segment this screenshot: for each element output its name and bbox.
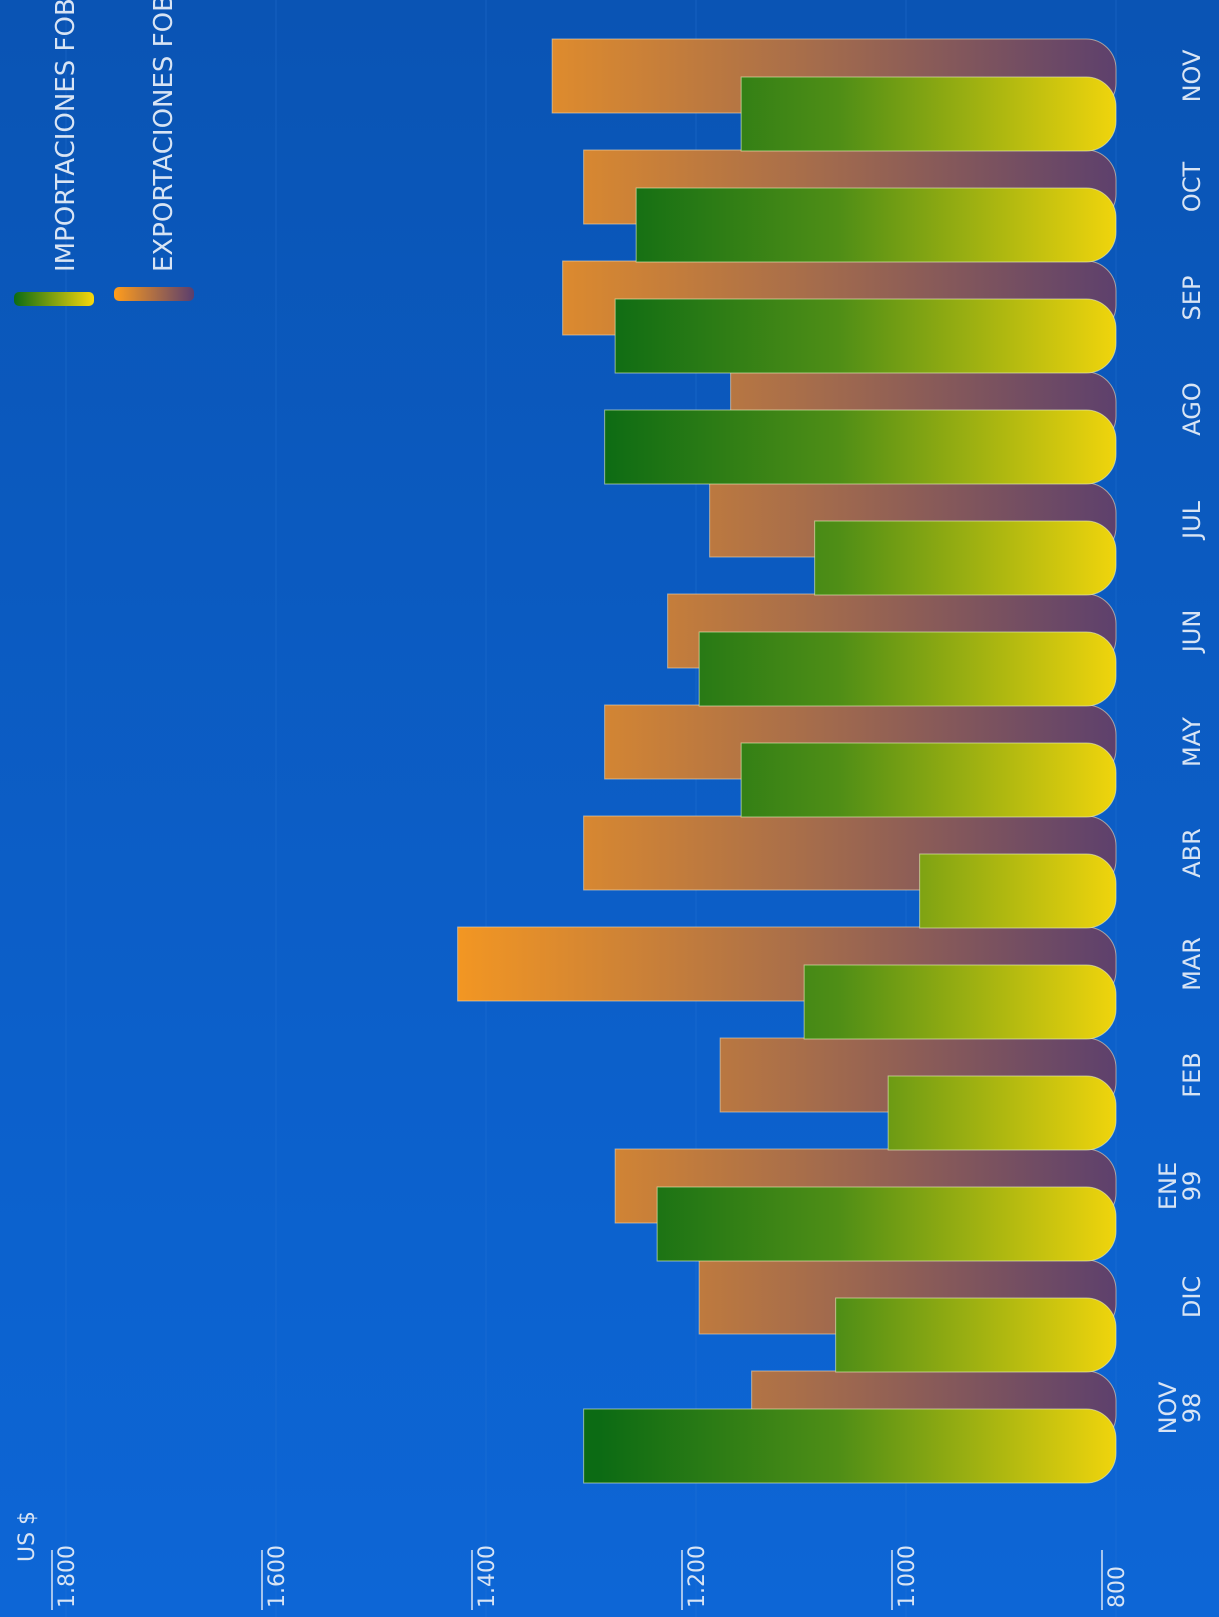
x-tick-label: MAR — [1178, 937, 1206, 991]
x-tick-label: SEP — [1178, 276, 1206, 321]
x-tick-label: JUL — [1178, 500, 1206, 541]
bar-imports — [740, 742, 1117, 818]
x-tick-label: AGO — [1178, 382, 1206, 435]
x-tick-label: NOV — [1154, 1381, 1182, 1434]
bars-layer — [457, 38, 1117, 1484]
legend: IMPORTACIONES FOB EXPORTACIONES FOB — [14, 0, 194, 306]
legend-swatch-imports — [14, 292, 94, 306]
bar-imports — [887, 1075, 1117, 1151]
y-axis: 800 1.000 1.200 1.400 1.600 1.800 — [51, 1545, 1130, 1610]
bar-imports — [614, 298, 1117, 374]
x-tick-label: ABR — [1178, 828, 1206, 878]
x-tick-label: DIC — [1178, 1276, 1206, 1318]
legend-label-exports: EXPORTACIONES FOB — [149, 0, 179, 272]
x-tick-label: OCT — [1178, 162, 1206, 213]
bar-imports — [919, 853, 1117, 929]
legend-label-imports: IMPORTACIONES FOB — [51, 0, 81, 272]
bar-imports — [835, 1297, 1117, 1373]
y-tick-label: 800 — [1105, 1566, 1130, 1608]
x-tick-label: FEB — [1178, 1052, 1206, 1097]
y-tick-label: 1.400 — [475, 1545, 500, 1608]
x-tick-label: ENE — [1154, 1162, 1182, 1210]
x-tick-label: 98 — [1178, 1393, 1206, 1424]
y-tick-label: 1.800 — [55, 1545, 80, 1608]
legend-swatch-exports — [114, 287, 194, 301]
bar-imports — [604, 409, 1117, 485]
x-tick-label: 99 — [1178, 1171, 1206, 1202]
x-tick-label: NOV — [1178, 49, 1206, 102]
x-tick-label: JUN — [1178, 610, 1206, 655]
bar-imports — [803, 964, 1117, 1040]
unit-label: US $ — [15, 1511, 40, 1562]
x-tick-label: MAY — [1178, 717, 1206, 767]
y-tick-label: 1.600 — [265, 1545, 290, 1608]
x-axis: NOV98DICENE99FEBMARABRMAYJUNJULAGOSEPOCT… — [1154, 49, 1206, 1434]
bar-imports — [656, 1186, 1117, 1262]
bar-imports — [740, 76, 1117, 152]
y-tick-label: 1.000 — [895, 1545, 920, 1608]
bar-imports — [814, 520, 1117, 596]
bar-imports — [698, 631, 1117, 707]
y-tick-label: 1.200 — [685, 1545, 710, 1608]
bar-imports — [583, 1408, 1117, 1484]
bar-imports — [635, 187, 1117, 263]
